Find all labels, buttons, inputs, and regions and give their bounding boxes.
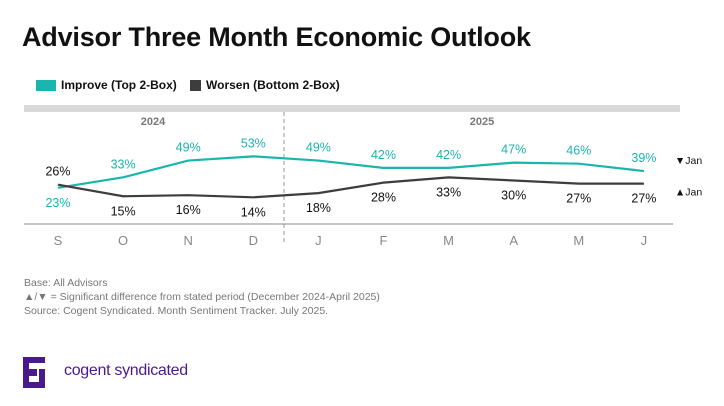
significance-annotation: ▲Jan — [675, 187, 702, 199]
footnote-significance: ▲/▼ = Significant difference from stated… — [24, 291, 380, 303]
legend-label: Improve (Top 2-Box) — [61, 78, 177, 92]
footnote-base: Base: All Advisors — [24, 277, 108, 289]
x-tick-label: D — [249, 233, 258, 248]
cogent-logo-icon — [23, 357, 45, 388]
legend-improve: Improve (Top 2-Box) — [36, 78, 177, 92]
x-tick-label: A — [509, 233, 518, 248]
data-label: 33% — [436, 185, 461, 199]
data-label: 39% — [631, 151, 656, 165]
year-label-2024: 2024 — [141, 116, 166, 128]
x-tick-label: O — [118, 233, 128, 248]
data-label: 14% — [241, 205, 266, 219]
data-label: 49% — [176, 141, 201, 155]
series-line-worsen — [57, 176, 644, 199]
data-label: 42% — [436, 148, 461, 162]
data-label: 53% — [241, 136, 266, 150]
series-line-improve — [57, 155, 645, 189]
significance-annotation: ▼Jan — [675, 155, 702, 167]
x-tick-label: J — [641, 233, 648, 248]
data-label: 18% — [306, 201, 331, 215]
legend-label: Worsen (Bottom 2-Box) — [206, 78, 340, 92]
data-label: 42% — [371, 148, 396, 162]
data-label: 46% — [566, 144, 591, 158]
x-tick-label: F — [380, 233, 388, 248]
data-label: 27% — [631, 192, 656, 206]
legend-swatch — [190, 79, 201, 91]
data-label: 47% — [501, 143, 526, 157]
x-tick-label: M — [443, 233, 454, 248]
brand-name: cogent syndicated — [64, 362, 188, 379]
data-label: 33% — [111, 157, 136, 171]
year-label-2025: 2025 — [470, 116, 494, 128]
data-label: 27% — [566, 192, 591, 206]
data-label: 23% — [45, 196, 70, 210]
page-title: Advisor Three Month Economic Outlook — [22, 22, 531, 52]
x-tick-label: M — [573, 233, 584, 248]
year-band — [24, 105, 680, 112]
legend-swatch — [36, 79, 56, 91]
x-tick-label: J — [315, 233, 322, 248]
data-label: 49% — [306, 141, 331, 155]
data-label: 16% — [176, 203, 201, 217]
footnote-source: Source: Cogent Syndicated. Month Sentime… — [24, 305, 329, 317]
line-chart: 2024 2025 S O N D J F M A M J 23% 33% 49% 53% 49% 42% 42… — [24, 105, 702, 248]
data-label: 26% — [45, 165, 70, 179]
data-label: 15% — [111, 204, 136, 218]
legend-worsen: Worsen (Bottom 2-Box) — [190, 78, 340, 92]
data-label: 28% — [371, 191, 396, 205]
data-label: 30% — [501, 189, 526, 203]
x-tick-label: N — [184, 233, 193, 248]
x-tick-label: S — [54, 233, 63, 248]
